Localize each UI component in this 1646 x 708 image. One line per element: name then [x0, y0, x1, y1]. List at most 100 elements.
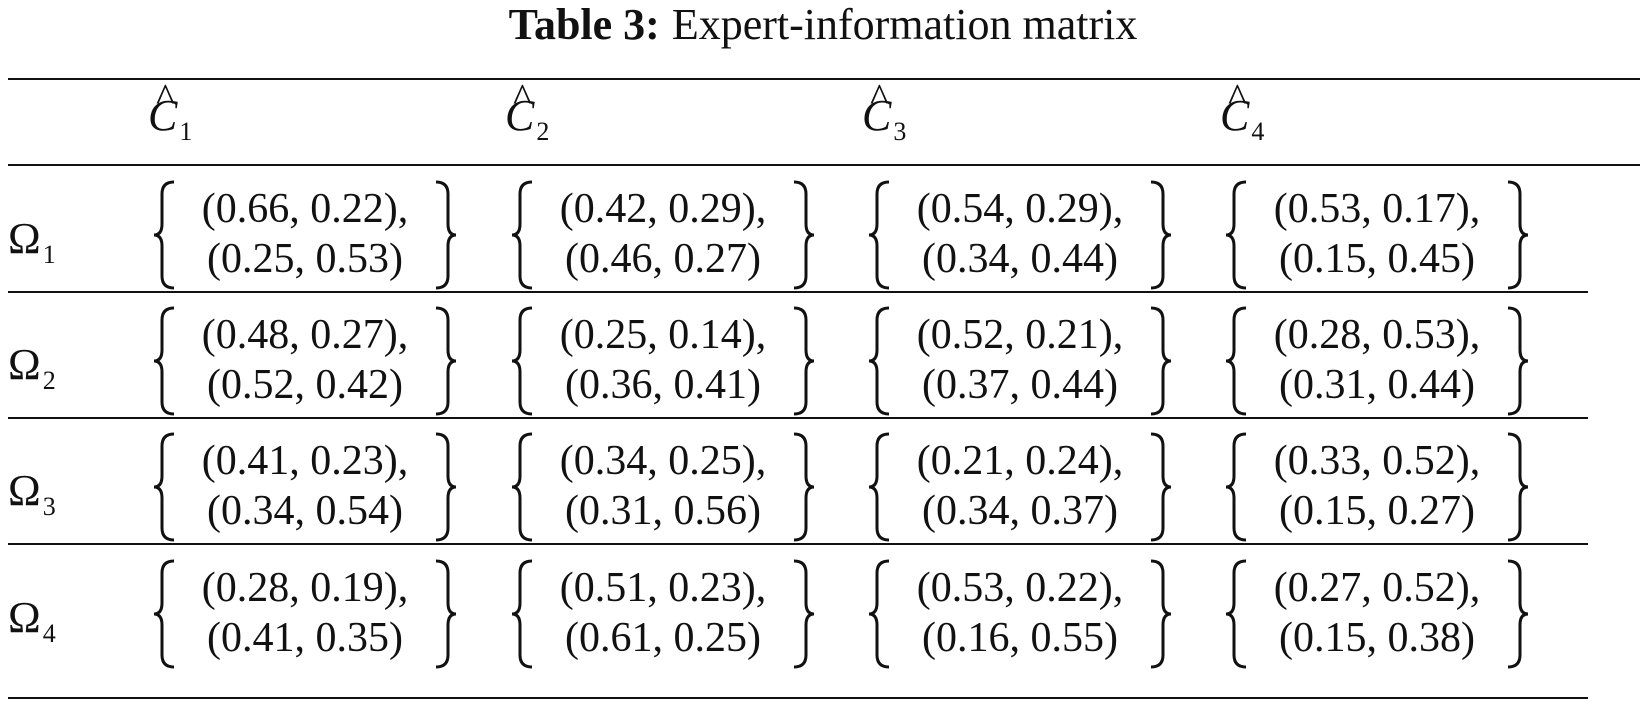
cell-pair-2: (0.46, 0.27) — [565, 236, 761, 282]
column-header-4: ^ C4 — [1220, 75, 1265, 162]
left-brace — [1222, 559, 1252, 669]
matrix-cell-r1-c1: (0.66, 0.22), (0.25, 0.53) — [150, 176, 460, 294]
cell-pair-2: (0.25, 0.53) — [207, 236, 403, 282]
column-subscript: 3 — [893, 117, 907, 146]
cell-pair-1: (0.53, 0.22), — [916, 565, 1124, 611]
row-symbol: Ω — [8, 593, 41, 642]
right-brace — [430, 306, 460, 416]
row-header-1: Ω1 — [8, 214, 56, 280]
right-brace — [1502, 180, 1532, 290]
row-symbol: Ω — [8, 340, 41, 389]
matrix-cell-r3-c4: (0.33, 0.52), (0.15, 0.27) — [1222, 428, 1532, 546]
cell-pair-2: (0.34, 0.37) — [922, 488, 1118, 534]
left-brace — [150, 432, 180, 542]
cell-pair-2: (0.15, 0.45) — [1279, 236, 1475, 282]
column-symbol: C — [1220, 91, 1250, 140]
right-brace — [788, 559, 818, 669]
left-brace — [150, 180, 180, 290]
cell-pair-1: (0.54, 0.29), — [916, 186, 1124, 232]
cell-pair-1: (0.21, 0.24), — [916, 438, 1124, 484]
cell-pair-1: (0.27, 0.52), — [1273, 565, 1481, 611]
table-caption: Table 3: Expert-information matrix — [0, 0, 1646, 58]
cell-pair-1: (0.52, 0.21), — [916, 312, 1124, 358]
matrix-cell-r3-c3: (0.21, 0.24), (0.34, 0.37) — [865, 428, 1175, 546]
left-brace — [508, 306, 538, 416]
cell-pair-1: (0.33, 0.52), — [1273, 438, 1481, 484]
row-rule-2 — [8, 417, 1588, 419]
cell-pair-2: (0.34, 0.54) — [207, 488, 403, 534]
matrix-cell-r1-c4: (0.53, 0.17), (0.15, 0.45) — [1222, 176, 1532, 294]
row-subscript: 1 — [42, 240, 56, 269]
matrix-cell-r4-c3: (0.53, 0.22), (0.16, 0.55) — [865, 555, 1175, 673]
column-subscript: 2 — [536, 117, 550, 146]
cell-pair-1: (0.42, 0.29), — [559, 186, 767, 232]
matrix-cell-r1-c3: (0.54, 0.29), (0.34, 0.44) — [865, 176, 1175, 294]
hat-accent: ^ — [513, 75, 532, 120]
row-header-2: Ω2 — [8, 340, 56, 406]
column-symbol: C — [148, 91, 178, 140]
left-brace — [508, 559, 538, 669]
left-brace — [1222, 432, 1252, 542]
left-brace — [508, 432, 538, 542]
column-header-2: ^ C2 — [505, 75, 550, 162]
cell-pair-1: (0.48, 0.27), — [201, 312, 409, 358]
right-brace — [788, 306, 818, 416]
cell-pair-1: (0.66, 0.22), — [201, 186, 409, 232]
right-brace — [1502, 432, 1532, 542]
bottom-rule — [8, 697, 1588, 699]
cell-pair-1: (0.51, 0.23), — [559, 565, 767, 611]
cell-pair-1: (0.28, 0.19), — [201, 565, 409, 611]
cell-pair-1: (0.25, 0.14), — [559, 312, 767, 358]
left-brace — [1222, 306, 1252, 416]
matrix-cell-r2-c2: (0.25, 0.14), (0.36, 0.41) — [508, 302, 818, 420]
matrix-cell-r2-c4: (0.28, 0.53), (0.31, 0.44) — [1222, 302, 1532, 420]
cell-pair-1: (0.53, 0.17), — [1273, 186, 1481, 232]
right-brace — [1145, 306, 1175, 416]
left-brace — [865, 180, 895, 290]
header-rule — [8, 164, 1640, 166]
row-subscript: 2 — [42, 366, 56, 395]
row-header-3: Ω3 — [8, 466, 56, 532]
matrix-cell-r3-c2: (0.34, 0.25), (0.31, 0.56) — [508, 428, 818, 546]
row-symbol: Ω — [8, 214, 41, 263]
left-brace — [1222, 180, 1252, 290]
cell-pair-2: (0.34, 0.44) — [922, 236, 1118, 282]
top-rule — [8, 78, 1640, 80]
right-brace — [1502, 559, 1532, 669]
hat-accent: ^ — [156, 75, 175, 120]
cell-pair-1: (0.34, 0.25), — [559, 438, 767, 484]
row-subscript: 3 — [42, 492, 56, 521]
hat-accent: ^ — [870, 75, 889, 120]
right-brace — [430, 180, 460, 290]
column-subscript: 4 — [1251, 117, 1265, 146]
column-subscript: 1 — [179, 117, 193, 146]
matrix-cell-r2-c3: (0.52, 0.21), (0.37, 0.44) — [865, 302, 1175, 420]
matrix-cell-r4-c4: (0.27, 0.52), (0.15, 0.38) — [1222, 555, 1532, 673]
row-rule-3 — [8, 543, 1588, 545]
matrix-cell-r3-c1: (0.41, 0.23), (0.34, 0.54) — [150, 428, 460, 546]
column-symbol: C — [862, 91, 892, 140]
right-brace — [1145, 559, 1175, 669]
cell-pair-2: (0.52, 0.42) — [207, 362, 403, 408]
cell-pair-2: (0.36, 0.41) — [565, 362, 761, 408]
column-header-1: ^ C1 — [148, 75, 193, 162]
right-brace — [1145, 180, 1175, 290]
matrix-cell-r4-c2: (0.51, 0.23), (0.61, 0.25) — [508, 555, 818, 673]
matrix-cell-r1-c2: (0.42, 0.29), (0.46, 0.27) — [508, 176, 818, 294]
matrix-cell-r4-c1: (0.28, 0.19), (0.41, 0.35) — [150, 555, 460, 673]
right-brace — [788, 432, 818, 542]
right-brace — [1145, 432, 1175, 542]
row-header-4: Ω4 — [8, 593, 56, 659]
cell-pair-2: (0.15, 0.27) — [1279, 488, 1475, 534]
left-brace — [865, 559, 895, 669]
cell-pair-2: (0.31, 0.44) — [1279, 362, 1475, 408]
cell-pair-2: (0.61, 0.25) — [565, 615, 761, 661]
cell-pair-2: (0.15, 0.38) — [1279, 615, 1475, 661]
left-brace — [865, 306, 895, 416]
right-brace — [788, 180, 818, 290]
cell-pair-2: (0.31, 0.56) — [565, 488, 761, 534]
left-brace — [150, 306, 180, 416]
column-symbol: C — [505, 91, 535, 140]
cell-pair-2: (0.37, 0.44) — [922, 362, 1118, 408]
column-header-3: ^ C3 — [862, 75, 907, 162]
